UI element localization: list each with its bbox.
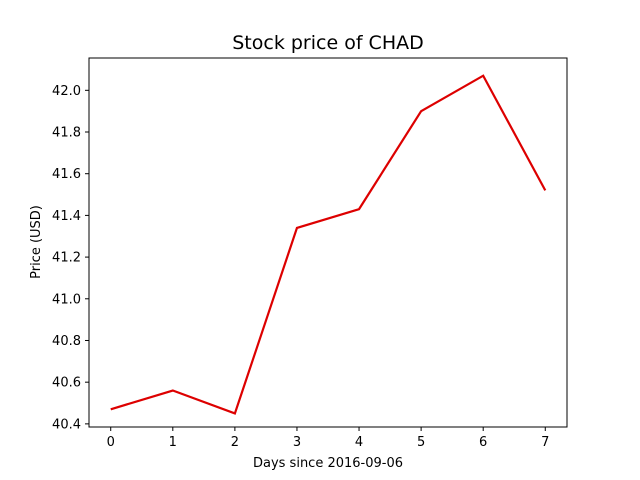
x-tick-label: 3 <box>293 435 301 450</box>
y-axis-label: Price (USD) <box>29 205 44 279</box>
x-tick-label: 5 <box>417 435 425 450</box>
x-tick-label: 0 <box>107 435 115 450</box>
y-tick-label: 41.4 <box>52 209 81 224</box>
y-tick-label: 42.0 <box>52 84 81 99</box>
y-tick-label: 41.2 <box>52 251 81 266</box>
plot-frame <box>88 57 568 428</box>
x-tick-label: 6 <box>479 435 487 450</box>
chart-title: Stock price of CHAD <box>232 32 423 54</box>
x-axis-label: Days since 2016-09-06 <box>253 456 403 471</box>
x-tick-label: 7 <box>541 435 549 450</box>
y-tick-label: 41.6 <box>52 167 81 182</box>
y-tick-label: 41.0 <box>52 292 81 307</box>
y-tick-label: 40.4 <box>52 417 81 432</box>
price-series-line <box>110 74 547 415</box>
y-tick-label: 41.8 <box>52 126 81 141</box>
x-tick-label: 4 <box>355 435 363 450</box>
y-tick-label: 40.6 <box>52 376 81 391</box>
x-tick-label: 1 <box>169 435 177 450</box>
x-tick-label: 2 <box>231 435 239 450</box>
y-tick-label: 40.8 <box>52 334 81 349</box>
